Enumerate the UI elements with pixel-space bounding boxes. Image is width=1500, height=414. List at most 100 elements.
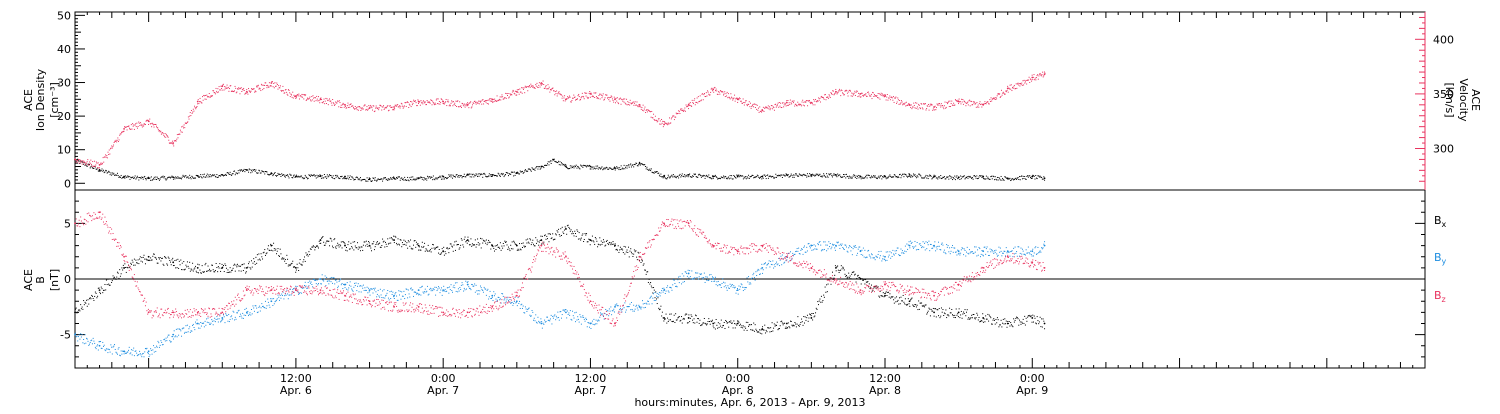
density-dot bbox=[580, 165, 581, 166]
by-dot bbox=[143, 356, 144, 357]
velocity-dot bbox=[211, 96, 212, 97]
density-point bbox=[344, 176, 346, 178]
bx-dot bbox=[418, 250, 419, 251]
density-dot bbox=[230, 172, 231, 173]
velocity-dot bbox=[225, 88, 226, 89]
density-dot bbox=[357, 177, 358, 178]
by-dot bbox=[271, 301, 272, 302]
bx-dot bbox=[574, 231, 575, 232]
bx-dot bbox=[972, 317, 973, 318]
bx-dot bbox=[243, 270, 244, 271]
by-dot bbox=[264, 307, 265, 308]
bx-dot bbox=[193, 271, 194, 272]
velocity-dot bbox=[90, 160, 91, 161]
velocity-dot bbox=[355, 106, 356, 107]
bx-dot bbox=[780, 325, 781, 326]
bx-dot bbox=[229, 272, 230, 273]
velocity-dot bbox=[117, 140, 118, 141]
velocity-dot bbox=[464, 104, 465, 105]
by-dot bbox=[180, 329, 181, 330]
bx-dot bbox=[967, 319, 968, 320]
density-dot bbox=[278, 173, 279, 174]
by-dot bbox=[149, 354, 150, 355]
velocity-dot bbox=[610, 97, 611, 98]
velocity-dot bbox=[906, 102, 907, 103]
velocity-dot bbox=[548, 84, 549, 85]
density-dot bbox=[794, 175, 795, 176]
bx-dot bbox=[283, 258, 284, 259]
density-dot bbox=[291, 175, 292, 176]
density-dot bbox=[524, 170, 525, 171]
density-dot bbox=[336, 175, 337, 176]
density-dot bbox=[547, 163, 548, 164]
bx-dot bbox=[488, 240, 489, 241]
velocity-dot bbox=[776, 105, 777, 106]
density-dot bbox=[512, 172, 513, 173]
bx-dot bbox=[273, 243, 274, 244]
bx-dot bbox=[903, 302, 904, 303]
velocity-dot bbox=[950, 106, 951, 107]
bx-dot bbox=[568, 227, 569, 228]
velocity-dot bbox=[602, 95, 603, 96]
bx-dot bbox=[568, 225, 569, 226]
density-dot bbox=[197, 175, 198, 176]
bx-dot bbox=[828, 284, 829, 285]
bx-dot bbox=[546, 239, 547, 240]
density-dot bbox=[708, 176, 709, 177]
bx-dot bbox=[230, 267, 231, 268]
bx-point bbox=[810, 317, 812, 319]
density-dot bbox=[960, 175, 961, 176]
bx-dot bbox=[786, 327, 787, 328]
velocity-dot bbox=[343, 104, 344, 105]
density-dot bbox=[783, 174, 784, 175]
density-dot bbox=[898, 177, 899, 178]
velocity-dot bbox=[538, 87, 539, 88]
bx-dot bbox=[984, 321, 985, 322]
velocity-dot bbox=[785, 104, 786, 105]
bx-dot bbox=[284, 261, 285, 262]
velocity-dot bbox=[594, 97, 595, 98]
velocity-dot bbox=[850, 91, 851, 92]
by-dot bbox=[228, 314, 229, 315]
density-dot bbox=[1022, 178, 1023, 179]
velocity-dot bbox=[790, 100, 791, 101]
velocity-dot bbox=[177, 137, 178, 138]
bx-dot bbox=[785, 328, 786, 329]
by-point bbox=[982, 250, 984, 252]
density-dot bbox=[443, 176, 444, 177]
density-dot bbox=[767, 174, 768, 175]
bx-dot bbox=[842, 267, 843, 268]
velocity-dot bbox=[1024, 80, 1025, 81]
bx-dot bbox=[235, 271, 236, 272]
velocity-dot bbox=[609, 97, 610, 98]
bx-dot bbox=[155, 257, 156, 258]
bx-dot bbox=[634, 249, 635, 250]
bx-dot bbox=[80, 304, 81, 305]
velocity-dot bbox=[863, 96, 864, 97]
bx-dot bbox=[843, 268, 844, 269]
by-dot bbox=[263, 306, 264, 307]
bx-dot bbox=[434, 248, 435, 249]
velocity-dot bbox=[563, 100, 564, 101]
density-dot bbox=[970, 177, 971, 178]
bx-dot bbox=[848, 273, 849, 274]
velocity-point bbox=[786, 102, 788, 104]
bx-dot bbox=[751, 324, 752, 325]
bx-dot bbox=[610, 242, 611, 243]
bx-dot bbox=[660, 306, 661, 307]
by-dot bbox=[110, 352, 111, 353]
velocity-dot bbox=[1020, 83, 1021, 84]
bx-dot bbox=[804, 323, 805, 324]
bx-dot bbox=[629, 251, 630, 252]
velocity-dot bbox=[611, 95, 612, 96]
velocity-dot bbox=[204, 99, 205, 100]
by-dot bbox=[163, 344, 164, 345]
density-dot bbox=[241, 170, 242, 171]
density-dot bbox=[470, 176, 471, 177]
velocity-dot bbox=[297, 94, 298, 95]
density-dot bbox=[677, 176, 678, 177]
bx-dot bbox=[529, 238, 530, 239]
velocity-dot bbox=[641, 109, 642, 110]
bx-dot bbox=[251, 260, 252, 261]
bx-dot bbox=[967, 309, 968, 310]
